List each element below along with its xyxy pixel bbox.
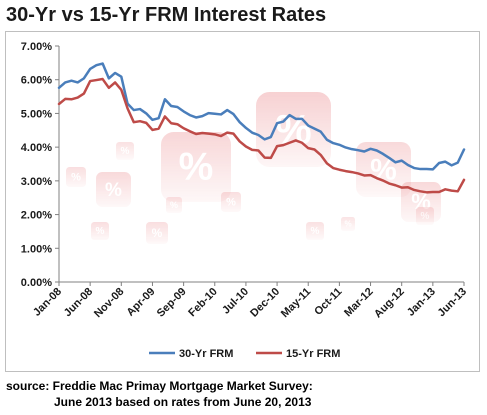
percent-die-decor: %	[66, 167, 86, 187]
percent-die-decor: %	[416, 207, 434, 225]
x-tick-label: Sep-09	[155, 286, 189, 320]
x-tick-label: Jan-08	[31, 286, 64, 319]
y-tick-label: 7.00%	[21, 41, 52, 53]
svg-text:%: %	[71, 172, 81, 184]
x-tick-label: Apr-09	[124, 286, 157, 319]
x-tick-label: Jun-08	[62, 286, 96, 320]
percent-die-decor: %	[306, 222, 324, 240]
percent-die-decor: %	[146, 222, 168, 244]
series-line-15yr	[57, 77, 466, 194]
percent-die-decor: %	[166, 197, 182, 213]
x-tick-label: Jun-13	[436, 286, 470, 320]
y-tick-label: 5.00%	[21, 108, 52, 120]
svg-text:%: %	[121, 146, 130, 157]
percent-die-decor: %	[161, 132, 231, 202]
x-tick-label: Oct-11	[312, 286, 344, 318]
y-tick-label: 1.00%	[21, 243, 52, 255]
svg-text:%: %	[311, 226, 320, 237]
svg-text:%: %	[96, 226, 105, 237]
y-tick-label: 6.00%	[21, 75, 52, 87]
percent-die-decor: %	[96, 172, 131, 207]
x-tick-label: Jul-10	[220, 286, 251, 317]
legend: 30-Yr FRM 15-Yr FRM	[149, 348, 340, 360]
legend-label: 15-Yr FRM	[286, 348, 340, 360]
x-tick-label: Aug-12	[372, 286, 407, 321]
x-tick-label: May-11	[279, 286, 313, 320]
legend-label: 30-Yr FRM	[179, 348, 233, 360]
y-tick-label: 4.00%	[21, 142, 52, 154]
source-note: source: Freddie Mac Primay Mortgage Mark…	[6, 378, 313, 410]
x-tick-label: Jan-13	[405, 286, 438, 319]
y-tick-label: 3.00%	[21, 176, 52, 188]
svg-text:%: %	[226, 197, 236, 209]
source-line-2: June 2013 based on rates from June 20, 2…	[54, 395, 312, 409]
x-tick-label: Feb-10	[186, 286, 220, 320]
y-tick-label: 2.00%	[21, 210, 52, 222]
source-line-1: source: Freddie Mac Primay Mortgage Mark…	[6, 379, 313, 393]
line-chart: %%%%%%%%%%%%%% 0.00% 1.00% 2.00% 3.00% 4.00%…	[21, 41, 470, 360]
percent-die-decor: %	[91, 222, 109, 240]
svg-text:%: %	[421, 211, 430, 222]
svg-text:%: %	[344, 220, 351, 229]
y-tick-label: 0.00%	[21, 277, 52, 289]
series-line-30yr	[57, 62, 466, 171]
svg-text:%: %	[105, 180, 122, 201]
percent-die-decor: %	[221, 192, 241, 212]
chart-area: %%%%%%%%%%%%%% 0.00% 1.00% 2.00% 3.00% 4.00%…	[5, 31, 480, 372]
percent-die-decor: %	[256, 92, 331, 167]
x-tick-label: Mar-12	[342, 286, 376, 320]
x-tick-label: Nov-08	[92, 286, 126, 320]
svg-text:%: %	[152, 226, 163, 240]
svg-text:%: %	[170, 200, 178, 210]
x-tick-label: Dec-10	[248, 286, 282, 320]
svg-text:%: %	[179, 146, 214, 189]
percent-die-decor: %	[116, 142, 134, 160]
percent-dice-background: %%%%%%%%%%%%%%	[66, 92, 441, 244]
chart-title: 30-Yr vs 15-Yr FRM Interest Rates	[6, 4, 327, 26]
percent-die-decor: %	[341, 217, 355, 231]
series-lines	[57, 62, 466, 194]
